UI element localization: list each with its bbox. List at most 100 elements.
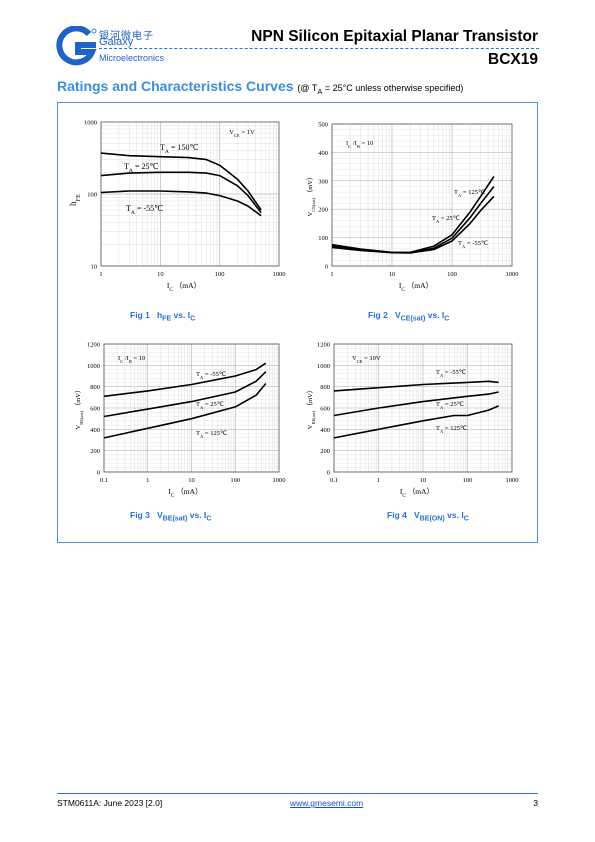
series-line-1 [333, 380, 499, 392]
chart-fig3-vbesat: 0.1 1 10 100 1000 0 200 400 600 800 1000 1200 IC （mA… [74, 342, 286, 500]
y-axis-label: VBE(on) （mV） [306, 387, 316, 429]
series-line-3 [103, 382, 267, 439]
series-line-1 [100, 152, 262, 211]
x-tick-label: 100 [463, 477, 473, 484]
series-label-1: TA = 125℃ [454, 189, 486, 198]
test-condition-label: VCE = 10V [352, 355, 381, 364]
section-condition: (@ TA = 25°C unless otherwise specified) [297, 83, 464, 96]
part-number: BCX19 [488, 51, 538, 68]
caption-fig3: Fig 3 VBE(sat) vs. IC [130, 510, 212, 523]
x-tick-label: 100 [230, 477, 240, 484]
caption-fig1: Fig 1 hFE vs. IC [130, 310, 196, 323]
series-line-2 [103, 371, 267, 418]
x-tick-label: 1000 [273, 271, 286, 278]
y-tick-label: 400 [318, 150, 328, 157]
section-heading: Ratings and Characteristics Curves (@ TA… [57, 78, 463, 96]
y-tick-label: 1000 [317, 363, 330, 370]
y-tick-label: 1200 [87, 342, 100, 349]
y-tick-label: 300 [318, 178, 328, 185]
test-condition-label: IC /IB = 10 [346, 140, 373, 149]
series-line-2 [100, 171, 262, 214]
x-axis-label: IC （mA） [400, 487, 434, 499]
header-divider [99, 48, 539, 49]
x-tick-label: 100 [215, 271, 225, 278]
y-tick-label: 100 [318, 235, 328, 242]
series-line-1 [103, 362, 267, 398]
x-tick-label: 1 [146, 477, 149, 484]
y-tick-label: 1000 [84, 120, 97, 127]
y-axis-label: hFE [68, 194, 82, 206]
y-tick-label: 800 [90, 384, 100, 391]
y-tick-label: 1200 [317, 342, 330, 349]
series-line-3 [331, 195, 495, 254]
brand-name-galaxy: Galaxy [99, 36, 134, 48]
y-tick-label: 0 [327, 470, 330, 477]
footer-divider [57, 793, 538, 794]
test-condition-label: IC /IB = 10 [118, 355, 145, 364]
series-label-2: TA = 25℃ [124, 162, 158, 174]
galaxy-g-logo-icon [56, 26, 97, 66]
x-tick-label: 1 [377, 477, 380, 484]
x-tick-label: 1000 [506, 271, 519, 278]
series-label-1: TA = -55℃ [196, 371, 227, 380]
y-tick-label: 1000 [87, 363, 100, 370]
series-label-1: TA = -55℃ [436, 369, 467, 378]
series-line-3 [100, 190, 262, 217]
series-label-3: TA = 125℃ [196, 430, 228, 439]
series-line-3 [333, 405, 499, 439]
x-tick-label: 10 [157, 271, 164, 278]
x-tick-label: 1000 [273, 477, 286, 484]
y-tick-label: 100 [87, 192, 97, 199]
series-label-1: TA = 150℃ [160, 143, 198, 155]
plot-area-border [103, 343, 280, 473]
y-tick-label: 600 [320, 406, 330, 413]
y-tick-label: 600 [90, 406, 100, 413]
plot-area-border [331, 123, 513, 267]
y-tick-label: 500 [318, 122, 328, 129]
y-tick-label: 0 [97, 470, 100, 477]
x-axis-label: IC （mA） [167, 281, 201, 293]
x-tick-label: 1 [99, 271, 102, 278]
x-tick-label: 1 [330, 271, 333, 278]
brand-name-chinese: 银河微电子 [99, 31, 154, 42]
x-tick-label: 10 [188, 477, 195, 484]
series-label-2: TA = 25℃ [436, 401, 465, 410]
test-condition-label: VCE = 1V [229, 129, 255, 138]
y-tick-label: 200 [320, 448, 330, 455]
brand-name-microelectronics: Microelectronics [99, 53, 165, 63]
x-tick-label: 100 [447, 271, 457, 278]
y-tick-label: 10 [91, 264, 98, 271]
y-tick-label: 800 [320, 384, 330, 391]
x-axis-label: IC （mA） [168, 487, 202, 499]
x-tick-label: 0.1 [330, 477, 338, 484]
y-tick-label: 400 [320, 427, 330, 434]
y-axis-label: VCE(sat) （mV） [306, 174, 316, 217]
x-tick-label: 10 [420, 477, 427, 484]
series-line-2 [333, 391, 499, 417]
y-tick-label: 0 [325, 264, 328, 271]
footer-website-link[interactable]: www.gmesemi.com [290, 798, 364, 808]
document-title: NPN Silicon Epitaxial Planar Transistor [251, 28, 538, 45]
x-tick-label: 10 [389, 271, 396, 278]
y-tick-label: 400 [90, 427, 100, 434]
section-title: Ratings and Characteristics Curves [57, 78, 294, 94]
x-tick-label: 0.1 [100, 477, 108, 484]
series-label-2: TA = 25℃ [196, 401, 225, 410]
caption-fig4: Fig 4 VBE(ON) vs. IC [387, 510, 469, 523]
charts-frame [57, 102, 538, 543]
chart-fig4-vbeon: 0.1 1 10 100 1000 0 200 400 600 800 1000 1200 IC （mA… [306, 342, 519, 500]
series-label-3: TA = -55℃ [126, 204, 163, 216]
footer-doc-id: STM0611A: June 2023 [2.0] [57, 798, 163, 808]
y-axis-label: VBE(sat) （mV） [74, 387, 84, 430]
plot-area-border [100, 121, 280, 267]
series-label-2: TA = 25℃ [432, 215, 461, 224]
caption-fig2: Fig 2 VCE(sat) vs. IC [368, 310, 450, 323]
series-label-3: TA = 125℃ [436, 425, 468, 434]
x-axis-label: IC （mA） [399, 281, 433, 293]
x-tick-label: 1000 [506, 477, 519, 484]
plot-area-border [333, 343, 513, 473]
footer-page-number: 3 [533, 798, 538, 808]
series-label-3: TA = -55℃ [458, 240, 489, 249]
y-tick-label: 200 [90, 448, 100, 455]
